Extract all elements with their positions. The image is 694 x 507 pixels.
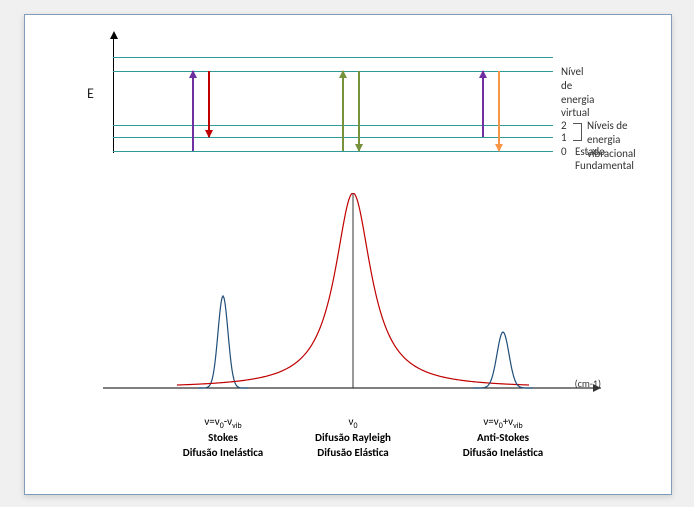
energy-level-line — [113, 71, 553, 72]
spectrum-svg — [103, 193, 603, 423]
rayleigh-type: Difusão Elástica — [273, 446, 433, 460]
energy-level-line — [113, 137, 553, 138]
virtual-level-label: Nível de energia virtual — [561, 65, 594, 120]
energy-axis-label: E — [87, 85, 94, 102]
energy-level-line — [113, 125, 553, 126]
energy-y-axis — [113, 33, 114, 153]
antistokes-label-col: ν=ν0+νvib Anti-Stokes Difusão Inelástica — [423, 415, 583, 460]
rayleigh-label-col: ν0 Difusão Rayleigh Difusão Elástica — [273, 415, 433, 460]
level-num-0: 0 — [561, 145, 567, 158]
energy-level-line — [113, 151, 553, 152]
level-num-1: 1 — [561, 131, 567, 144]
spectrum-x-unit: (cm-1) — [575, 377, 601, 390]
rayleigh-name: Difusão Rayleigh — [273, 431, 433, 445]
energy-diagram: E Nível de energia virtual 2 1 0 Estado … — [113, 33, 553, 153]
document-card: E Nível de energia virtual 2 1 0 Estado … — [24, 14, 672, 495]
vibrational-levels-label: Níveis de energia vibracional — [587, 119, 636, 160]
antistokes-formula: ν=ν0+νvib — [423, 415, 583, 431]
raman-spectrum: (cm-1) — [103, 193, 603, 423]
antistokes-type: Difusão Inelástica — [423, 446, 583, 460]
vib-brace — [573, 123, 582, 141]
energy-level-line — [113, 57, 553, 58]
rayleigh-formula: ν0 — [273, 415, 433, 431]
antistokes-name: Anti-Stokes — [423, 431, 583, 445]
